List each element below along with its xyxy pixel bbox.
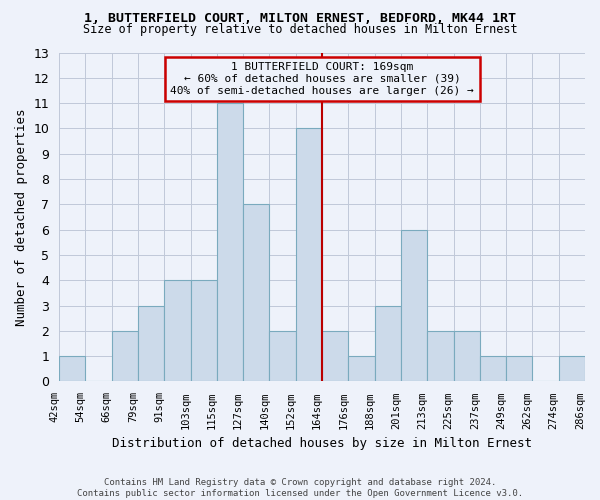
Bar: [269, 331, 296, 382]
Bar: [427, 331, 454, 382]
Bar: [217, 103, 243, 382]
Text: 1, BUTTERFIELD COURT, MILTON ERNEST, BEDFORD, MK44 1RT: 1, BUTTERFIELD COURT, MILTON ERNEST, BED…: [84, 12, 516, 26]
Text: Size of property relative to detached houses in Milton Ernest: Size of property relative to detached ho…: [83, 24, 517, 36]
Bar: [112, 331, 138, 382]
Bar: [296, 128, 322, 382]
Bar: [454, 331, 480, 382]
Bar: [191, 280, 217, 382]
Bar: [559, 356, 585, 382]
Bar: [164, 280, 191, 382]
Text: 1 BUTTERFIELD COURT: 169sqm
← 60% of detached houses are smaller (39)
40% of sem: 1 BUTTERFIELD COURT: 169sqm ← 60% of det…: [170, 62, 474, 96]
Y-axis label: Number of detached properties: Number of detached properties: [15, 108, 28, 326]
Text: Contains HM Land Registry data © Crown copyright and database right 2024.
Contai: Contains HM Land Registry data © Crown c…: [77, 478, 523, 498]
Bar: [506, 356, 532, 382]
Bar: [59, 356, 85, 382]
Bar: [243, 204, 269, 382]
Bar: [138, 306, 164, 382]
Bar: [374, 306, 401, 382]
Bar: [349, 356, 374, 382]
X-axis label: Distribution of detached houses by size in Milton Ernest: Distribution of detached houses by size …: [112, 437, 532, 450]
Bar: [322, 331, 349, 382]
Bar: [401, 230, 427, 382]
Bar: [480, 356, 506, 382]
